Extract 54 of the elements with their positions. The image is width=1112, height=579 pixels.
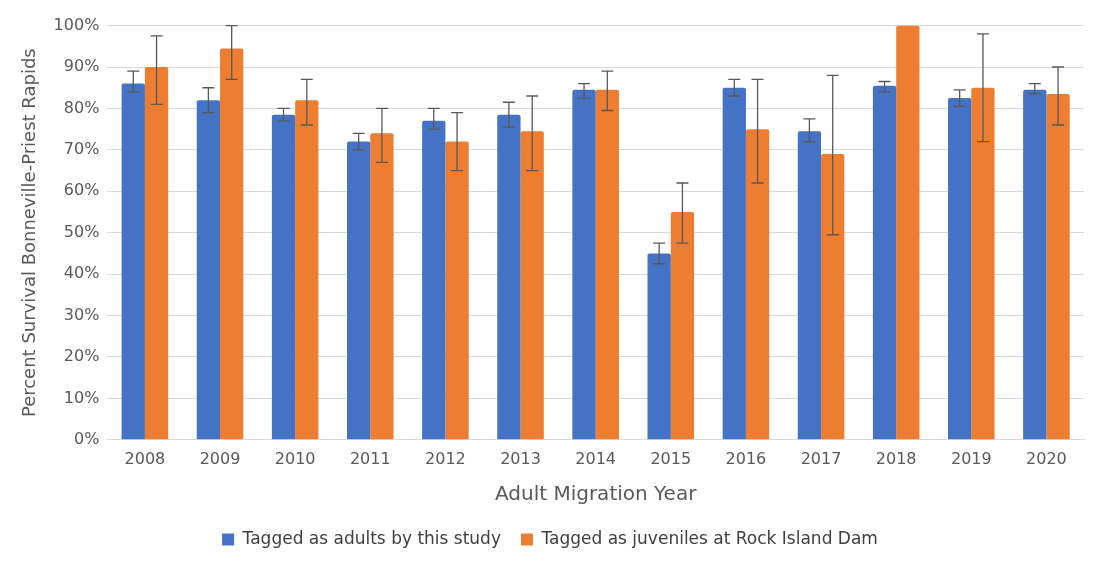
bar (121, 83, 145, 440)
y-tick-label: 70% (63, 139, 100, 159)
y-tick-label: 90% (63, 56, 100, 76)
bar (295, 100, 319, 440)
y-tick-label: 60% (63, 180, 100, 200)
x-tick-label: 2016 (725, 448, 767, 468)
bar (271, 114, 296, 440)
x-tick-label: 2009 (199, 448, 241, 468)
y-tick-label: 0% (73, 428, 100, 448)
bar (196, 100, 221, 440)
bar (1023, 89, 1047, 440)
bar (497, 114, 521, 440)
bar (872, 85, 897, 440)
y-tick-label: 80% (63, 97, 100, 117)
bar (347, 141, 371, 440)
bar (722, 87, 746, 440)
bar (971, 87, 995, 440)
x-tick-label: 2017 (800, 448, 842, 468)
bar (370, 133, 394, 440)
bar (144, 67, 169, 440)
x-tick-label: 2012 (425, 448, 466, 468)
bar (220, 48, 244, 440)
x-tick-label: 2015 (650, 448, 692, 468)
x-tick-label: 2020 (1026, 448, 1067, 468)
y-tick-label: 100% (53, 14, 100, 34)
bar (422, 120, 446, 440)
legend-label: Tagged as juveniles at Rock Island Dam (540, 527, 878, 548)
legend-label: Tagged as adults by this study (241, 527, 501, 548)
bar (745, 129, 770, 440)
x-tick-label: 2008 (124, 448, 166, 468)
x-tick-label: 2013 (500, 448, 541, 468)
y-axis-title: Percent Survival Bonneville-Priest Rapids (18, 48, 40, 418)
y-tick-label: 30% (63, 304, 100, 324)
bar (821, 154, 845, 440)
y-tick-label: 20% (63, 346, 100, 366)
bar (896, 25, 920, 440)
bar (445, 141, 469, 440)
bar (797, 131, 822, 440)
x-axis-title: Adult Migration Year (494, 481, 698, 506)
bar (647, 253, 671, 440)
x-tick-label: 2011 (349, 448, 391, 468)
bar (520, 131, 544, 440)
bar (670, 211, 695, 440)
x-tick-label: 2010 (274, 448, 316, 468)
x-tick-label: 2018 (875, 448, 917, 468)
x-tick-label: 2014 (575, 448, 617, 468)
bar (948, 98, 972, 440)
bar (595, 89, 619, 440)
x-tick-label: 2019 (950, 448, 992, 468)
bar (572, 89, 596, 440)
y-tick-label: 10% (63, 387, 100, 407)
y-tick-label: 40% (63, 263, 100, 283)
bar (1046, 93, 1070, 440)
y-tick-label: 50% (63, 221, 100, 241)
